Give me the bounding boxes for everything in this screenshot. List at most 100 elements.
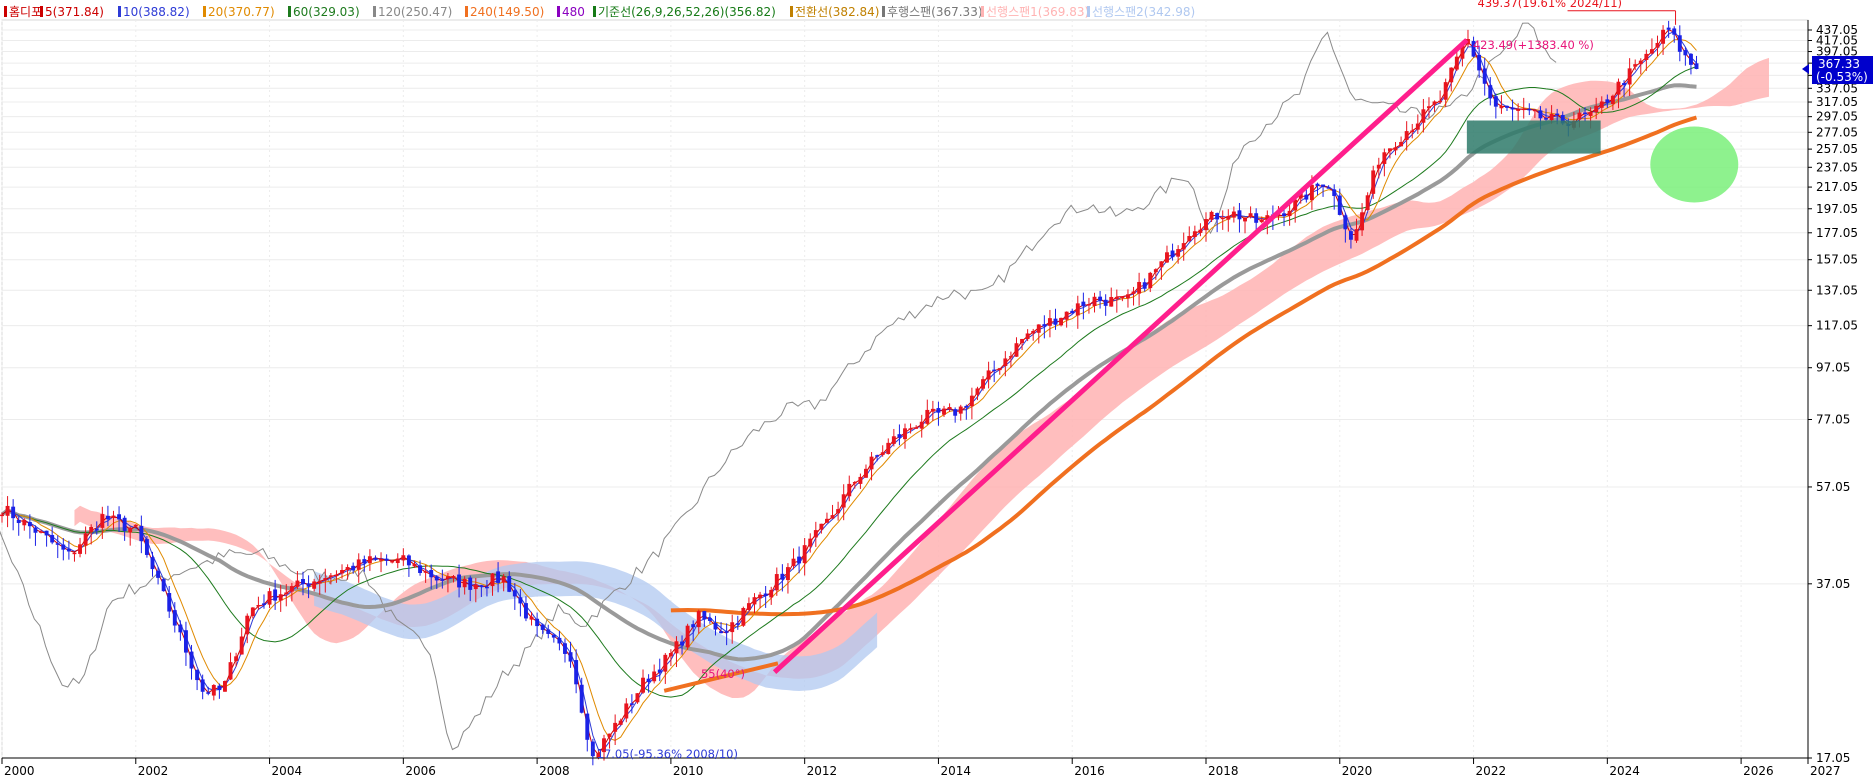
x-tick-label: 2006 (405, 764, 436, 778)
candle (1661, 29, 1666, 44)
candle (735, 623, 740, 625)
candle (117, 514, 122, 520)
candle (1415, 123, 1420, 130)
ma20-line (1, 38, 1697, 741)
candle (1014, 343, 1019, 357)
candle (473, 584, 478, 590)
candle (434, 576, 439, 581)
candle (1309, 184, 1314, 201)
candle (11, 506, 16, 519)
candle (769, 589, 774, 598)
candle (563, 643, 567, 654)
candle (27, 521, 32, 527)
candle (1137, 281, 1142, 294)
candle (501, 576, 506, 583)
candle (1666, 27, 1671, 30)
candle (1555, 113, 1560, 116)
candle (1610, 95, 1615, 105)
candle (574, 660, 579, 685)
candle (468, 577, 473, 590)
candle (273, 589, 278, 601)
candle (301, 579, 305, 584)
candle (674, 641, 679, 654)
candle (1499, 105, 1504, 109)
candle (507, 576, 512, 592)
price-change: (-0.53%) (1816, 70, 1868, 84)
candle (696, 611, 701, 628)
candle (1086, 304, 1091, 306)
candle (1471, 41, 1476, 57)
candle (217, 685, 222, 691)
candle (1694, 63, 1699, 70)
peak-annotation: 423.49(+1383.40 %) (1473, 38, 1594, 52)
candle (306, 584, 311, 587)
y-tick-label: 257.05 (1816, 142, 1858, 156)
candle (797, 556, 802, 564)
candle (1354, 229, 1359, 241)
candle (953, 409, 958, 416)
candle (819, 523, 824, 530)
candle (713, 622, 718, 630)
legend-item: 480 (562, 5, 585, 19)
candle (451, 576, 456, 579)
candle (763, 593, 768, 596)
candle (741, 607, 746, 626)
candle (1109, 296, 1114, 307)
candle (72, 552, 77, 555)
x-tick-label: 2016 (1074, 764, 1105, 778)
candle (1594, 105, 1599, 113)
candle (105, 515, 110, 520)
candle (629, 703, 634, 705)
candle (239, 636, 244, 655)
candle (172, 610, 177, 626)
candle (1343, 215, 1348, 230)
candle (830, 515, 835, 519)
legend-item: 240(149.50) (470, 5, 544, 19)
candle (707, 618, 712, 621)
candle (1393, 147, 1398, 151)
candle (1092, 296, 1097, 306)
candle (1599, 101, 1604, 108)
y-tick-label: 197.05 (1816, 202, 1858, 216)
candle (167, 592, 172, 612)
y-tick-label: 317.05 (1816, 95, 1858, 109)
candle (864, 468, 868, 478)
candle (936, 408, 941, 413)
candle (1493, 96, 1498, 107)
candle (1677, 35, 1682, 52)
candle (557, 637, 562, 644)
candle (607, 733, 612, 738)
candle (1627, 68, 1632, 85)
candle (317, 581, 322, 584)
candle (1059, 317, 1064, 326)
candle (1583, 112, 1587, 114)
candle (412, 563, 417, 567)
x-tick-label: 2020 (1342, 764, 1373, 778)
candle (1159, 261, 1164, 268)
candle (1103, 299, 1108, 306)
candle (1131, 291, 1136, 294)
candle (841, 494, 846, 508)
candle (1688, 53, 1693, 65)
legend-swatch (593, 6, 596, 17)
candle (356, 559, 361, 570)
candle (384, 558, 389, 561)
candle (1521, 108, 1526, 111)
candle (1527, 108, 1532, 111)
candle (746, 603, 751, 610)
x-tick-label: 2004 (272, 764, 303, 778)
legend-swatch (203, 6, 206, 17)
candle (228, 662, 233, 680)
candle (1410, 130, 1415, 133)
candle (529, 616, 534, 620)
candle (1633, 64, 1638, 67)
candle (1387, 148, 1392, 152)
y-tick-label: 297.05 (1816, 110, 1858, 124)
candle (1298, 192, 1303, 199)
candle (39, 531, 43, 533)
legend-swatch (4, 6, 7, 17)
legend-swatch (465, 6, 468, 17)
candle (668, 653, 673, 657)
candle (250, 607, 255, 617)
